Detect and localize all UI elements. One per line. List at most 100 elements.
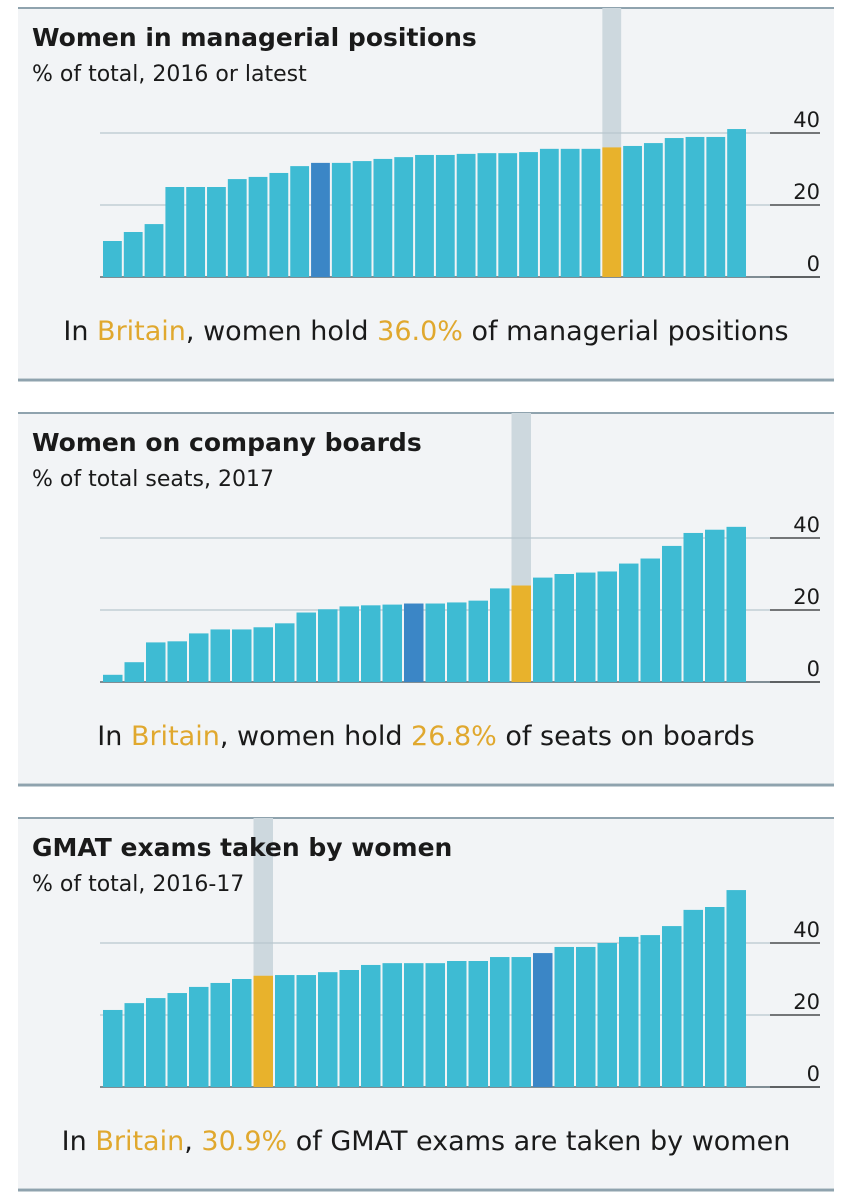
bar xyxy=(339,970,359,1087)
bar xyxy=(490,588,510,682)
bar xyxy=(253,975,273,1087)
bar xyxy=(619,563,639,682)
bar xyxy=(415,154,434,277)
bar xyxy=(425,963,445,1087)
bar xyxy=(275,623,295,682)
bar xyxy=(186,187,206,277)
bar xyxy=(373,158,393,277)
bar xyxy=(581,148,601,277)
y-tick-label: 40 xyxy=(793,108,820,132)
bar xyxy=(597,571,617,682)
caption-highlight: 26.8% xyxy=(411,721,497,752)
bar xyxy=(447,961,467,1087)
caption-text: In xyxy=(62,1126,96,1157)
bar xyxy=(124,1003,144,1087)
bar xyxy=(519,152,538,277)
caption-text: of GMAT exams are taken by women xyxy=(287,1126,790,1157)
bar xyxy=(296,612,316,682)
bar xyxy=(404,603,424,682)
caption: In Britain, women hold 36.0% of manageri… xyxy=(63,316,788,347)
bar xyxy=(248,176,268,277)
bar xyxy=(275,975,295,1087)
bar xyxy=(269,172,289,277)
bar xyxy=(511,585,531,682)
chart-panel: Women on company boards % of total seats,… xyxy=(18,412,834,787)
caption-highlight: 36.0% xyxy=(377,316,463,347)
bar xyxy=(490,957,510,1087)
bar xyxy=(435,154,455,277)
bar xyxy=(685,136,705,277)
bar xyxy=(662,545,682,682)
y-tick-label: 20 xyxy=(793,990,820,1014)
bar xyxy=(706,136,726,277)
bar xyxy=(232,629,252,682)
chart-title: Women in managerial positions xyxy=(32,23,477,52)
bar xyxy=(382,604,402,682)
bar xyxy=(253,627,273,682)
bar xyxy=(640,935,660,1087)
chart-panel: Women in managerial positions % of total,… xyxy=(18,7,834,382)
bar xyxy=(468,961,488,1087)
bar xyxy=(394,157,414,277)
bar xyxy=(576,572,596,682)
y-tick-label: 0 xyxy=(807,252,820,276)
bar xyxy=(290,166,310,277)
bar xyxy=(447,602,467,682)
bar xyxy=(511,957,531,1087)
caption-highlight: Britain xyxy=(131,721,220,752)
bar xyxy=(425,603,445,682)
caption-highlight: Britain xyxy=(95,1126,184,1157)
chart-title: Women on company boards xyxy=(32,428,422,457)
bar xyxy=(477,153,497,277)
caption-text: , xyxy=(184,1126,201,1157)
bar xyxy=(123,232,143,277)
bar xyxy=(189,633,209,682)
bar xyxy=(352,161,372,277)
bar xyxy=(165,187,185,277)
bar xyxy=(705,907,725,1087)
bar xyxy=(167,993,187,1087)
bar xyxy=(382,963,402,1087)
bar xyxy=(318,972,338,1087)
bar xyxy=(683,909,703,1087)
bar xyxy=(146,998,166,1087)
bar xyxy=(103,1009,123,1087)
chart-panel: GMAT exams taken by women % of total, 201… xyxy=(18,817,834,1192)
chart-subtitle: % of total seats, 2017 xyxy=(32,467,274,492)
bar xyxy=(727,129,746,277)
bar xyxy=(361,964,381,1087)
y-tick-label: 0 xyxy=(807,1062,820,1086)
y-tick-label: 20 xyxy=(793,585,820,609)
bar xyxy=(210,982,230,1087)
caption-highlight: Britain xyxy=(97,316,186,347)
bar xyxy=(533,577,553,682)
bar xyxy=(210,629,230,682)
caption-text: , women hold xyxy=(220,721,411,752)
bar xyxy=(554,946,574,1087)
y-tick-label: 40 xyxy=(793,513,820,537)
bar xyxy=(318,609,338,682)
bar xyxy=(144,224,164,277)
caption: In Britain, 30.9% of GMAT exams are take… xyxy=(62,1126,791,1157)
bar xyxy=(602,147,622,277)
bar xyxy=(623,145,642,277)
bar xyxy=(662,926,682,1087)
bar xyxy=(361,605,381,682)
bar xyxy=(468,600,488,682)
bar xyxy=(533,953,553,1087)
caption-text: In xyxy=(63,316,97,347)
bar xyxy=(146,642,166,682)
bar xyxy=(560,148,580,277)
bar xyxy=(456,153,476,277)
bar xyxy=(683,532,703,682)
bar xyxy=(726,526,746,682)
bar xyxy=(227,179,247,277)
caption-text: of managerial positions xyxy=(463,316,789,347)
bar xyxy=(539,148,559,277)
bar xyxy=(705,529,725,682)
bar xyxy=(640,558,660,682)
chart-subtitle: % of total, 2016 or latest xyxy=(32,62,307,87)
bar xyxy=(331,162,351,277)
bar xyxy=(726,890,746,1087)
